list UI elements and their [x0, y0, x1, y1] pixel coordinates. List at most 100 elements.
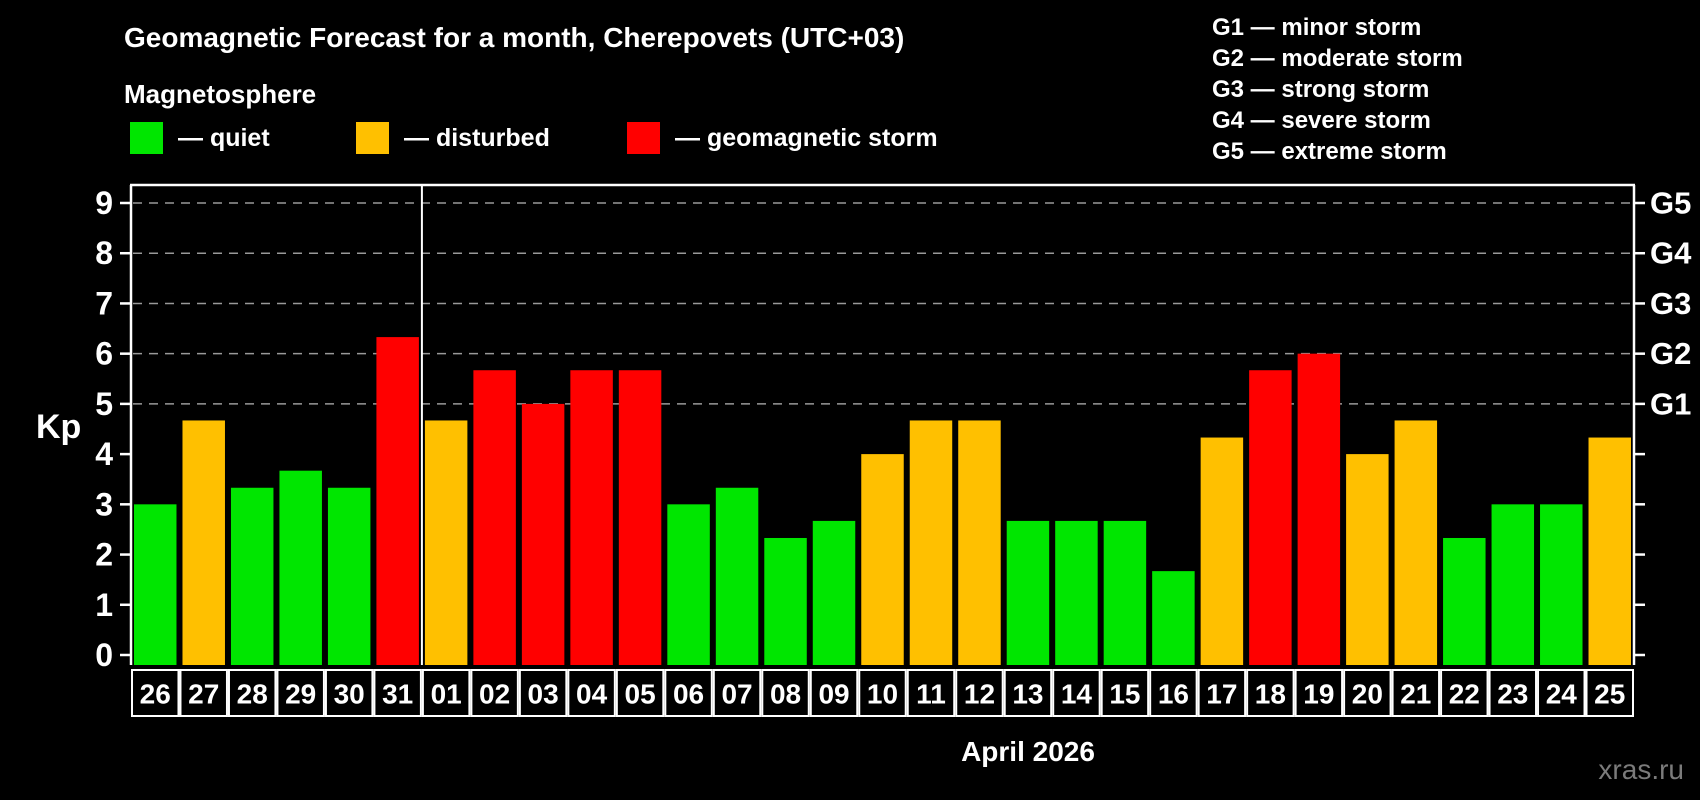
- date-label: 24: [1546, 679, 1578, 710]
- date-cell: [1052, 669, 1101, 717]
- date-cell: [1488, 669, 1538, 717]
- legend-swatch-storm: [627, 122, 660, 154]
- kp-bar-21: [1394, 420, 1438, 665]
- date-label: 28: [237, 679, 268, 710]
- legend-swatch-quiet: [130, 122, 163, 154]
- chart-title: Geomagnetic Forecast for a month, Cherep…: [124, 22, 905, 53]
- kp-bar-18: [1249, 370, 1292, 665]
- g-axis-label: G5: [1650, 186, 1691, 221]
- kp-bar-09: [812, 520, 856, 665]
- date-cell: [421, 669, 471, 717]
- legend-item-disturbed: — disturbed: [356, 121, 550, 155]
- y-tick-label: 4: [95, 436, 113, 472]
- date-cell: [373, 669, 422, 717]
- kp-bar-02: [473, 370, 516, 665]
- kp-bar-04: [570, 370, 613, 665]
- g-legend-item: G2 — moderate storm: [1212, 45, 1463, 72]
- date-cell: [1003, 669, 1053, 717]
- g-legend-item: G5 — extreme storm: [1212, 138, 1447, 165]
- date-label: 13: [1012, 679, 1043, 710]
- date-cell: [1391, 669, 1441, 717]
- date-cell: [227, 669, 277, 717]
- kp-bar-16: [1152, 571, 1195, 665]
- kp-bar-15: [1103, 520, 1147, 665]
- date-cell: [518, 669, 568, 717]
- kp-bar-01: [424, 420, 468, 665]
- date-label: 06: [673, 679, 704, 710]
- date-label: 08: [770, 679, 801, 710]
- watermark: xras.ru: [1598, 754, 1684, 785]
- kp-bar-05: [618, 370, 662, 665]
- date-cell: [1585, 669, 1634, 717]
- kp-bar-30: [327, 487, 371, 665]
- date-label: 20: [1352, 679, 1383, 710]
- date-label: 03: [528, 679, 559, 710]
- g-axis-label: G2: [1650, 336, 1691, 371]
- y-tick-label: 0: [95, 637, 113, 673]
- kp-bar-17: [1200, 437, 1244, 665]
- chart-subtitle: Magnetosphere: [124, 79, 317, 109]
- kp-bar-19: [1297, 353, 1341, 665]
- kp-bar-08: [764, 537, 807, 665]
- legend-label: — disturbed: [404, 123, 550, 152]
- date-label: 02: [479, 679, 510, 710]
- date-label: 31: [382, 679, 413, 710]
- y-tick-label: 3: [95, 486, 113, 522]
- date-cell: [761, 669, 810, 717]
- g-legend-item: G4 — severe storm: [1212, 107, 1431, 134]
- date-label: 27: [188, 679, 219, 710]
- legend-swatch-disturbed: [356, 122, 389, 154]
- y-tick-label: 7: [95, 285, 113, 321]
- date-label: 29: [285, 679, 316, 710]
- date-cell: [131, 669, 180, 717]
- g-legend-item: G3 — strong storm: [1212, 76, 1430, 103]
- date-cell: [567, 669, 616, 717]
- date-label: 16: [1158, 679, 1189, 710]
- date-label: 15: [1109, 679, 1140, 710]
- date-label: 01: [431, 679, 462, 710]
- date-cell: [1537, 669, 1586, 717]
- y-tick-label: 1: [95, 587, 113, 623]
- y-axis-title: Kp: [36, 408, 82, 446]
- kp-bar-11: [909, 420, 953, 665]
- legend-item-quiet: — quiet: [130, 121, 270, 155]
- kp-bar-25: [1588, 437, 1631, 665]
- date-label: 22: [1449, 679, 1480, 710]
- date-cell: [1197, 669, 1247, 717]
- y-tick-label: 5: [95, 386, 113, 422]
- date-cell: [858, 669, 907, 717]
- kp-bar-23: [1491, 504, 1535, 665]
- legend-label: — quiet: [178, 123, 270, 152]
- status-legend: — quiet — disturbed — geomagnetic storm: [0, 121, 1100, 157]
- g-scale-legend: G1 — minor storm G2 — moderate storm G3 — …: [1212, 12, 1463, 167]
- date-cell: [179, 669, 228, 717]
- date-cell: [615, 669, 665, 717]
- y-tick-label: 8: [95, 235, 113, 271]
- date-cell: [324, 669, 374, 717]
- date-label: 14: [1061, 679, 1093, 710]
- kp-bar-27: [182, 420, 225, 665]
- kp-bar-28: [230, 487, 274, 665]
- y-tick-label: 6: [95, 336, 113, 372]
- date-label: 10: [867, 679, 898, 710]
- kp-bar-26: [134, 504, 177, 665]
- kp-bar-13: [1006, 520, 1050, 665]
- kp-bar-14: [1055, 520, 1098, 665]
- date-label: 30: [334, 679, 365, 710]
- date-cell: [809, 669, 859, 717]
- date-label: 11: [916, 679, 946, 710]
- date-cell: [955, 669, 1004, 717]
- date-label: 25: [1594, 679, 1625, 710]
- date-cell: [470, 669, 519, 717]
- g-axis-label: G1: [1650, 386, 1691, 421]
- kp-bar-07: [715, 487, 759, 665]
- date-label: 05: [625, 679, 656, 710]
- date-cell: [1246, 669, 1295, 717]
- date-label: 09: [818, 679, 849, 710]
- kp-bar-31: [376, 337, 419, 665]
- date-label: 18: [1255, 679, 1286, 710]
- kp-bar-03: [521, 403, 565, 665]
- date-label: 19: [1303, 679, 1334, 710]
- date-cell: [1343, 669, 1392, 717]
- y-tick-label: 2: [95, 537, 113, 573]
